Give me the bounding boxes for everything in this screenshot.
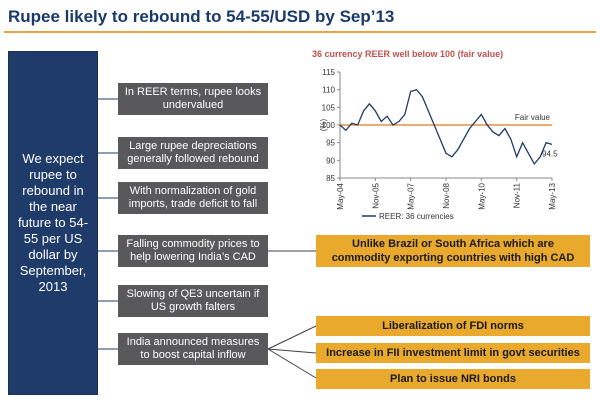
reason-text-1: In REER terms, rupee looks undervalued (124, 86, 262, 111)
x-tick-label: May-07 (407, 182, 416, 209)
connector-nri (267, 348, 317, 379)
x-tick-label: May-13 (548, 182, 557, 209)
reason-text-6: India announced measures to boost capita… (126, 336, 260, 361)
measure-text-3: Plan to issue NRI bonds (390, 373, 516, 385)
y-tick-label: 100 (322, 121, 336, 130)
reason-box-3: With normalization of gold imports, trad… (118, 182, 268, 214)
y-tick-label: 95 (326, 139, 335, 148)
end-value-label: 94.5 (542, 149, 558, 158)
reason-text-4: Falling commodity prices to help lowerin… (126, 238, 260, 263)
y-tick-label: 105 (322, 103, 336, 112)
commodity-note-box: Unlike Brazil or South Africa which are … (316, 235, 590, 267)
page-title: Rupee likely to rebound to 54-55/USD by … (8, 7, 395, 26)
y-tick-label: 90 (326, 156, 335, 165)
main-message-box: We expect rupee to rebound in the near f… (8, 51, 98, 395)
title-underline (4, 31, 596, 33)
measure-text-2: Increase in FII investment limit in govt… (326, 347, 580, 359)
reason-text-2: Large rupee depreciations generally foll… (127, 140, 259, 165)
commodity-note-text: Unlike Brazil or South Africa which are … (331, 238, 575, 264)
fair-value-label: Fair value (515, 113, 551, 122)
reason-box-1: In REER terms, rupee looks undervalued (118, 83, 268, 115)
x-tick-label: Nov-11 (513, 182, 522, 208)
measure-box-3: Plan to issue NRI bonds (316, 369, 590, 389)
measure-text-1: Liberalization of FDI norms (382, 320, 524, 332)
reason-text-3: With normalization of gold imports, trad… (128, 185, 258, 210)
x-tick-label: May-04 (336, 182, 345, 209)
chart-title: 36 currency REER well below 100 (fair va… (312, 49, 504, 59)
y-tick-label: 110 (322, 86, 335, 95)
connector-fdi (267, 325, 317, 350)
legend-label: REER: 36 currencies (379, 212, 454, 221)
y-axis-label: (%) (319, 118, 328, 131)
x-tick-label: May-10 (477, 182, 486, 209)
reason-text-5: Slowing of QE3 uncertain if US growth fa… (126, 288, 260, 313)
measure-box-1: Liberalization of FDI norms (316, 316, 590, 336)
reason-box-6: India announced measures to boost capita… (118, 333, 268, 365)
measure-box-2: Increase in FII investment limit in govt… (316, 343, 590, 363)
y-tick-label: 115 (322, 68, 335, 77)
reason-box-5: Slowing of QE3 uncertain if US growth fa… (118, 285, 268, 317)
x-tick-label: Nov-08 (442, 182, 451, 208)
main-message-text: We expect rupee to rebound in the near f… (17, 151, 89, 294)
y-tick-label: 85 (326, 174, 335, 183)
reason-box-4: Falling commodity prices to help lowerin… (118, 235, 268, 267)
reer-series-line (339, 88, 553, 166)
connector-fii (267, 348, 317, 354)
x-tick-label: Nov-05 (371, 182, 380, 208)
reason-box-2: Large rupee depreciations generally foll… (118, 137, 268, 169)
